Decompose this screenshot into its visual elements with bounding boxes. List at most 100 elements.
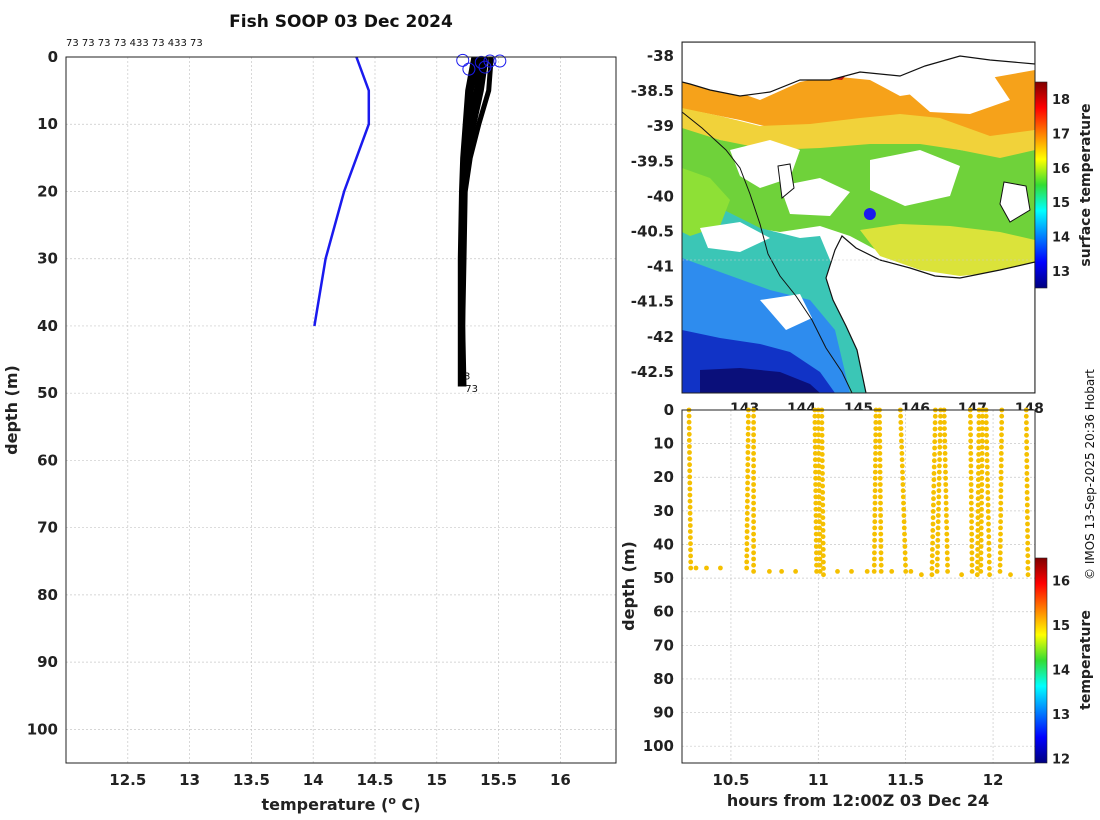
profile-ytick-label: 100 (27, 720, 58, 738)
cast-point (1025, 534, 1030, 540)
flinders-island (999, 181, 1031, 223)
cast-point (931, 483, 937, 489)
cast-point (878, 506, 883, 512)
cast-point (820, 464, 825, 470)
map-colorbar-tick-label: 17 (1052, 128, 1070, 143)
cast-point (812, 444, 818, 450)
timeseries-colorbar-tick-label: 13 (1052, 708, 1070, 723)
cast-point (969, 544, 975, 549)
cast-point (930, 528, 936, 533)
sst-yellow-east (860, 224, 1035, 276)
timeseries-colorbar-ticks: 12 13 14 15 16 (1052, 574, 1070, 767)
cast-point (968, 488, 974, 494)
cast-point (816, 500, 822, 506)
profile-xtick-label: 15.5 (480, 771, 517, 789)
cast-point (930, 547, 935, 552)
cast-point (979, 463, 985, 469)
cast-point (976, 413, 982, 419)
timeseries-colorbar-tick-label: 15 (1052, 619, 1070, 634)
cast-point (744, 504, 750, 510)
cast-point (975, 515, 981, 521)
cast-point (935, 544, 941, 549)
cast-point (931, 471, 937, 476)
cast-point (969, 537, 975, 543)
cast-point (877, 488, 883, 494)
cast-point (985, 509, 991, 514)
cast-point (1024, 471, 1030, 476)
cast-point (969, 531, 975, 537)
cast-point (979, 506, 984, 512)
profile-xtick-label: 14 (303, 771, 324, 789)
cast-point (931, 490, 936, 495)
cast-point (979, 500, 984, 506)
cast-point (751, 444, 756, 450)
cast-point (751, 519, 756, 525)
cast-point (979, 457, 985, 463)
shelf-edge-line (682, 111, 853, 393)
cast-point (819, 452, 825, 457)
cast-point (984, 464, 990, 470)
cast-point (999, 413, 1005, 419)
cast-point (744, 553, 750, 559)
figure-title: Fish SOOP 03 Dec 2024 (229, 12, 453, 32)
cast-point (899, 451, 905, 456)
cast-point (745, 474, 751, 480)
map-lat-label: -41 (647, 258, 674, 276)
cast-point (902, 531, 907, 537)
timeseries-ytick-label: 100 (643, 737, 674, 755)
cast-point (942, 420, 947, 425)
cast-point (878, 544, 884, 549)
timeseries-ytick-label: 10 (653, 435, 674, 453)
profile-ylabel: depth (m) (2, 365, 21, 455)
cast-point (687, 474, 693, 480)
cast-point (1024, 490, 1030, 495)
cast-point (745, 450, 751, 455)
cast-point (744, 541, 750, 547)
cast-point (931, 458, 937, 464)
cast-point (688, 535, 693, 540)
profile-plot-area (66, 57, 616, 763)
cast-point (898, 420, 904, 425)
cast-point (968, 438, 974, 444)
profile-grid (66, 56, 616, 763)
cast-point (943, 475, 948, 481)
cast-point (744, 523, 750, 528)
bottom-point (693, 565, 699, 571)
cast-point (813, 469, 818, 475)
cast-point (901, 506, 907, 512)
cast-point (997, 544, 1003, 549)
profile-xtick-label: 12.5 (109, 771, 146, 789)
timeseries-xtick-label: 10.5 (712, 771, 749, 789)
cast-point (998, 475, 1004, 481)
cast-point (687, 523, 693, 528)
cast-point (936, 506, 941, 512)
map-lat-label: -38.5 (631, 82, 674, 100)
cast-point (687, 492, 693, 498)
cast-point (902, 537, 908, 543)
cast-point (751, 457, 756, 463)
cast-point (744, 565, 750, 571)
cast-point (820, 483, 825, 489)
cast-point (938, 420, 943, 425)
cast-point (813, 513, 819, 518)
cast-point (812, 420, 818, 425)
cast-point (817, 513, 822, 518)
cast-point (744, 559, 750, 565)
bottom-point (793, 569, 798, 574)
cast-point (931, 496, 936, 502)
cast-point (999, 444, 1004, 450)
cast-point (978, 525, 984, 531)
mainland-north (682, 42, 1035, 97)
cast-point (751, 463, 756, 469)
cast-point (998, 469, 1004, 475)
cast-point (932, 426, 938, 432)
cast-point (944, 513, 949, 518)
cast-point (872, 482, 878, 487)
cast-point (979, 475, 985, 481)
cast-point (817, 562, 823, 568)
cast-point (872, 537, 877, 543)
cast-point (1024, 458, 1030, 464)
sst-cloud-6 (760, 294, 812, 330)
cast-point (979, 488, 985, 494)
